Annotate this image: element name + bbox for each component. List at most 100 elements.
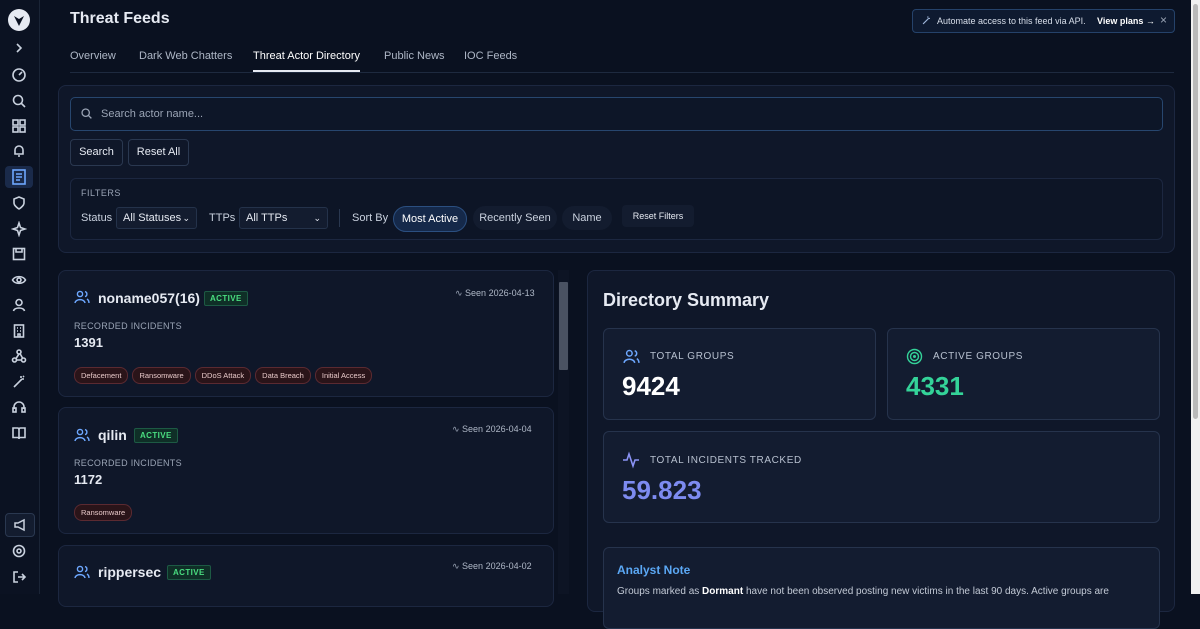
group-icon <box>74 290 90 304</box>
reset-all-button[interactable]: Reset All <box>128 139 189 166</box>
sort-option-active[interactable]: Most Active <box>393 206 467 232</box>
page-scroll-thumb[interactable] <box>1193 4 1198 419</box>
sort-option[interactable]: Recently Seen <box>473 206 557 230</box>
tab-divider <box>70 72 1174 73</box>
actor-card[interactable]: noname057(16) ACTIVE ∿ Seen 2026-04-13 R… <box>58 270 554 397</box>
shield-icon[interactable] <box>11 195 27 211</box>
logo[interactable] <box>8 9 30 31</box>
actor-name: rippersec <box>98 564 162 580</box>
wand-icon <box>922 16 930 25</box>
scroll-thumb[interactable] <box>559 282 568 370</box>
note-text-part: have not been observed posting new victi… <box>743 586 1109 597</box>
docs-icon[interactable] <box>11 425 27 441</box>
filter-panel: Search actor name... Search Reset All FI… <box>58 85 1175 253</box>
active-groups-card: ACTIVE GROUPS 4331 <box>887 328 1160 420</box>
close-banner[interactable]: × <box>1160 13 1168 27</box>
group-icon <box>623 349 640 364</box>
app: Threat Feeds Automate access to this fee… <box>5 0 1200 629</box>
page-scrollbar <box>1191 0 1200 594</box>
last-seen: ∿ Seen 2026-04-02 <box>452 561 532 571</box>
settings-icon[interactable] <box>11 543 27 559</box>
group-icon <box>74 428 90 442</box>
dashboard-icon[interactable] <box>11 67 27 83</box>
wand-icon[interactable] <box>11 374 27 390</box>
target-icon <box>906 348 923 365</box>
last-seen-text: Seen 2026-04-02 <box>462 561 532 571</box>
total-groups-value: 9424 <box>622 371 680 401</box>
separator <box>339 209 340 227</box>
incidents-value: 59.823 <box>622 475 702 505</box>
tab[interactable]: Dark Web Chatters <box>139 50 233 62</box>
summary-panel: Directory Summary TOTAL GROUPS 9424 ACTI… <box>587 270 1175 629</box>
api-banner: Automate access to this feed via API. Vi… <box>912 9 1175 33</box>
search-placeholder: Search actor name... <box>101 108 204 120</box>
sparkle-icon[interactable] <box>10 220 28 238</box>
tab-active[interactable]: Threat Actor Directory <box>253 50 360 62</box>
filters-box: FILTERS Status All Statuses ⌄ TTPs All TT… <box>70 178 1163 240</box>
banner-text: Automate access to this feed via API. <box>937 16 1086 26</box>
ttps-value: All TTPs <box>246 212 288 224</box>
total-groups-label: TOTAL GROUPS <box>650 351 735 362</box>
note-title: Analyst Note <box>617 563 691 577</box>
tag: Ransomware <box>74 504 133 521</box>
tab[interactable]: Public News <box>384 50 445 62</box>
view-plans-link[interactable]: View plans → <box>1097 16 1155 26</box>
sort-label: Sort By <box>352 212 389 224</box>
last-seen: ∿ Seen 2026-04-04 <box>452 424 532 434</box>
support-icon[interactable] <box>11 399 27 415</box>
tag: Data Breach <box>255 367 311 384</box>
logout-icon[interactable] <box>11 569 27 585</box>
note-text: Groups marked as Dormant have not been o… <box>617 586 1147 597</box>
user-icon[interactable] <box>11 297 27 313</box>
actor-card[interactable]: qilin ACTIVE ∿ Seen 2026-04-04 RECORDED … <box>58 407 554 534</box>
status-badge: ACTIVE <box>167 565 211 580</box>
group-icon <box>74 565 90 579</box>
note-bold: Dormant <box>702 586 744 597</box>
actor-name: qilin <box>98 427 127 443</box>
building-icon[interactable] <box>11 323 27 339</box>
active-groups-value: 4331 <box>906 371 964 401</box>
tag-list: Ransomware <box>74 502 136 521</box>
active-groups-label: ACTIVE GROUPS <box>933 351 1024 362</box>
last-seen-text: Seen 2026-04-13 <box>465 288 535 298</box>
tag: Defacement <box>74 367 129 384</box>
incidents-value: 1391 <box>74 335 103 350</box>
sort-option[interactable]: Name <box>562 206 612 230</box>
filters-title: FILTERS <box>81 188 121 198</box>
tab[interactable]: Overview <box>70 50 116 62</box>
save-icon[interactable] <box>11 246 27 262</box>
status-value: All Statuses <box>123 212 182 224</box>
tag-list: Defacement Ransomware DDoS Attack Data Brea… <box>74 365 376 384</box>
note-text-part: Groups marked as <box>617 586 703 597</box>
ttps-select[interactable]: All TTPs ⌄ <box>239 207 328 229</box>
search-input[interactable]: Search actor name... <box>70 97 1163 131</box>
grid-icon[interactable] <box>11 118 27 134</box>
eye-icon[interactable] <box>11 272 27 288</box>
actor-card[interactable]: rippersec ACTIVE ∿ Seen 2026-04-02 <box>58 545 554 607</box>
incidents-card: TOTAL INCIDENTS TRACKED 59.823 <box>603 431 1160 523</box>
analyst-note: Analyst Note Groups marked as Dormant ha… <box>603 547 1160 629</box>
webhook-icon[interactable] <box>11 348 27 364</box>
incidents-label: RECORDED INCIDENTS <box>74 321 182 331</box>
summary-title: Directory Summary <box>603 290 770 310</box>
search-icon[interactable] <box>11 93 27 109</box>
announcements-button[interactable] <box>5 513 35 537</box>
incidents-value: 1172 <box>74 472 103 487</box>
total-groups-card: TOTAL GROUPS 9424 <box>603 328 876 420</box>
expand-icon[interactable] <box>11 40 27 56</box>
incidents-label: TOTAL INCIDENTS TRACKED <box>650 455 802 466</box>
last-seen: ∿ Seen 2026-04-13 <box>455 288 535 298</box>
page: Threat Feeds { "header": { "title": "Thr… <box>5 0 1200 629</box>
page-title: Threat Feeds <box>70 10 170 27</box>
feeds-icon-active[interactable] <box>5 166 33 188</box>
tag: DDoS Attack <box>194 367 252 384</box>
reset-filters-button[interactable]: Reset Filters <box>622 205 694 227</box>
status-badge: ACTIVE <box>134 428 178 443</box>
alerts-icon[interactable] <box>11 143 27 159</box>
search-button[interactable]: Search <box>70 139 123 166</box>
activity-icon <box>623 451 639 469</box>
tag: Initial Access <box>314 367 373 384</box>
status-select[interactable]: All Statuses ⌄ <box>116 207 197 229</box>
tab[interactable]: IOC Feeds <box>464 50 518 62</box>
actor-name: noname057(16) <box>98 290 200 306</box>
